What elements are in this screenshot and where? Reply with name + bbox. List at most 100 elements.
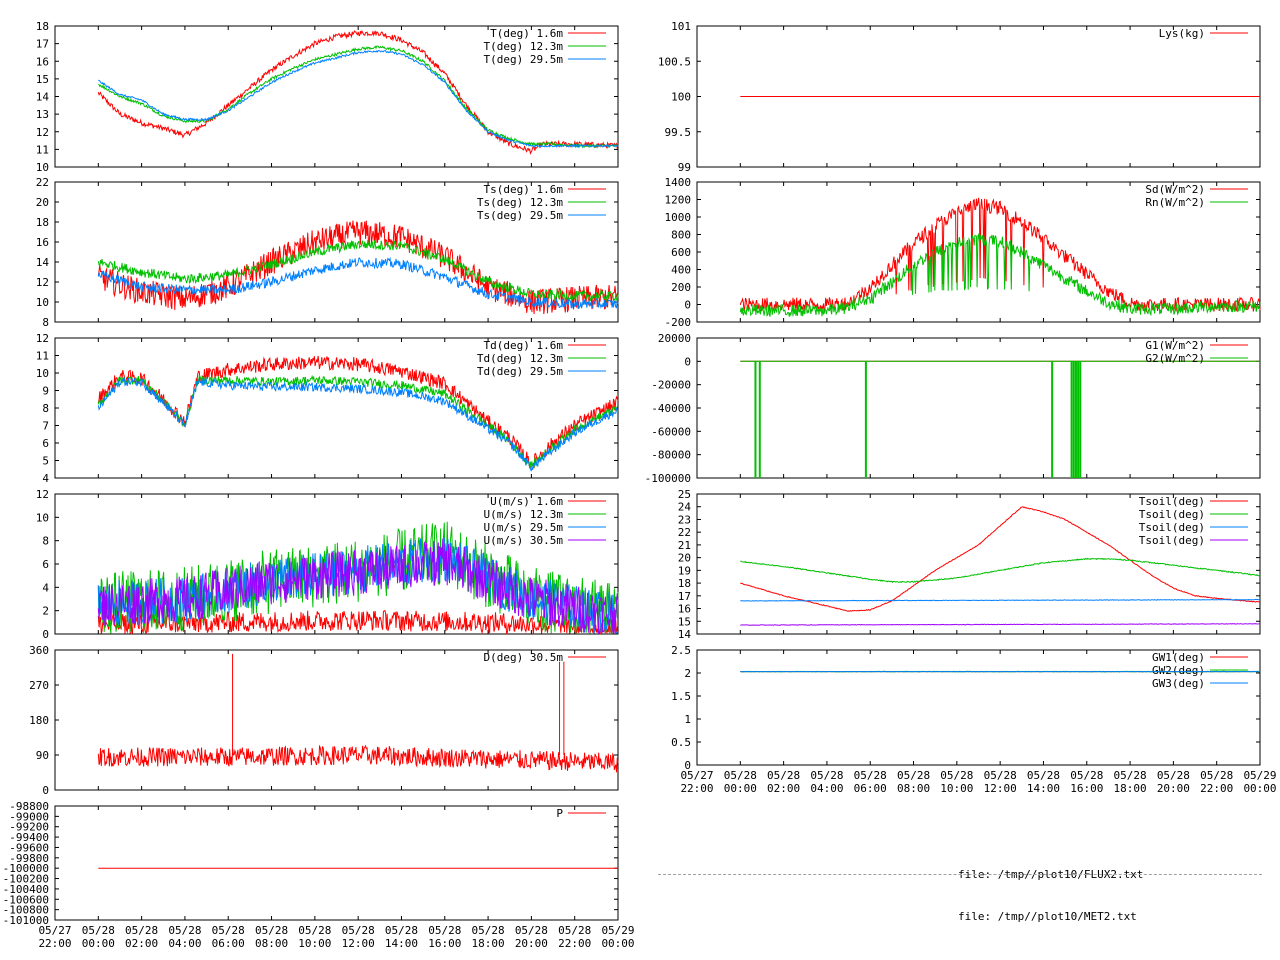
y-tick-label: 90 [36,749,49,762]
y-tick-label: 800 [671,229,691,242]
series-line [740,598,1261,602]
panel-tsoil: 141516171819202122232425Tsoil(deg)Tsoil(… [678,488,1261,641]
x-tick-label: 05/28 [1200,769,1233,782]
x-tick-label: 02:00 [767,782,800,795]
x-tick-label: 16:00 [428,937,461,950]
y-tick-label: 25 [678,488,691,501]
x-tick-label: 00:00 [1243,782,1276,795]
x-tick-label: 04:00 [810,782,843,795]
y-tick-label: 8 [42,402,49,415]
x-tick-label: 05/28 [724,769,757,782]
y-tick-label: 6 [42,558,49,571]
y-tick-label: 16 [36,55,49,68]
series-line [740,506,1260,612]
y-tick-label: 600 [671,246,691,259]
y-tick-label: 8 [42,316,49,329]
y-tick-label: 16 [36,236,49,249]
y-tick-label: 10 [36,367,49,380]
y-tick-label: 18 [678,577,691,590]
x-tick-label: 05/28 [767,769,800,782]
y-tick-label: 99.5 [665,126,692,139]
x-tick-label: 10:00 [298,937,331,950]
y-tick-label: 200 [671,281,691,294]
x-tick-label: 05/28 [472,924,505,937]
y-tick-label: 22 [36,176,49,189]
x-tick-label: 08:00 [255,937,288,950]
y-tick-label: 20000 [658,332,691,345]
y-tick-label: -99200 [9,821,49,834]
y-tick-label: -98800 [9,800,49,813]
legend-label: U(m/s) 1.6m [490,495,563,508]
series-line [97,609,619,635]
x-tick-label: 04:00 [168,937,201,950]
y-tick-label: 0 [42,628,49,641]
y-tick-label: 100.5 [658,55,691,68]
y-tick-label: 6 [42,437,49,450]
x-tick-label: 00:00 [724,782,757,795]
panel-d: 0 90 180 270 360 D(deg) 30.5m [29,644,619,797]
legend-label: T(deg) 1.6m [490,27,563,40]
y-tick-label: 5 [42,455,49,468]
legend-label: Sd(W/m^2) [1145,183,1205,196]
x-tick-label: 05/28 [940,769,973,782]
legend-label: Ts(deg) 29.5m [477,209,563,222]
panel-frame [696,493,1261,635]
y-tick-label: 22 [678,526,691,539]
x-tick-label: 05/28 [1114,769,1147,782]
x-tick-label: 05/28 [897,769,930,782]
legend-label: Rn(W/m^2) [1145,196,1205,209]
y-tick-label: 17 [678,590,691,603]
legend-label: GW2(deg) [1152,664,1205,677]
panel-frame [54,805,619,921]
y-tick-label: 12 [36,276,49,289]
y-tick-label: 10 [36,296,49,309]
series-line [740,557,1261,584]
x-tick-label: 05/28 [385,924,418,937]
legend-label: T(deg) 29.5m [484,53,564,66]
y-tick-label: 10 [36,511,49,524]
legend-label: Td(deg) 1.6m [484,339,564,352]
file-line-flux: file: /tmp//plot10/FLUX2.txt [958,868,1144,881]
x-tick-label: 18:00 [1114,782,1147,795]
y-tick-label: -100600 [3,893,49,906]
y-tick-label: 17 [36,38,49,51]
file-line-met: file: /tmp//plot10/MET2.txt [958,910,1137,923]
legend-label: Tsoil(deg) [1139,495,1205,508]
x-tick-label: 02:00 [125,937,158,950]
series-line [740,623,1261,626]
x-tick-label: 08:00 [897,782,930,795]
y-tick-label: -99000 [9,810,49,823]
x-tick-label: 05/28 [82,924,115,937]
legend-label: Tsoil(deg) [1139,534,1205,547]
file-info: file: /tmp//plot10/FLUX2.txt file: /tmp/… [958,840,1143,938]
y-tick-label: 180 [29,714,49,727]
x-tick-label: 05/28 [515,924,548,937]
y-tick-label: -99400 [9,831,49,844]
y-tick-label: 11 [36,143,49,156]
y-tick-label: 13 [36,108,49,121]
panel-t: 10 11 12 13 14 15 16 17 18 T(deg) 1.6mT(deg) 12.3… [36,20,619,174]
legend-label: Ts(deg) 12.3m [477,196,563,209]
x-tick-label: 05/28 [984,769,1017,782]
legend-label: Lys(kg) [1159,27,1205,40]
series-line [97,374,619,469]
y-tick-label: -200 [665,316,692,329]
y-tick-label: -80000 [651,449,691,462]
y-tick-label: 1.5 [671,690,691,703]
legend-label: U(m/s) 29.5m [484,521,564,534]
legend-label: P [556,807,563,820]
legend-label: Tsoil(deg) [1139,508,1205,521]
y-tick-label: 7 [42,420,49,433]
y-tick-label: 11 [36,350,49,363]
legend-label: T(deg) 12.3m [484,40,564,53]
x-tick-label: 05/28 [1070,769,1103,782]
y-tick-label: 270 [29,679,49,692]
x-tick-label: 06:00 [212,937,245,950]
x-tick-label: 05/27 [38,924,71,937]
x-tick-label: 05/28 [342,924,375,937]
y-tick-label: 15 [36,73,49,86]
y-tick-label: 12 [36,332,49,345]
y-tick-label: 21 [678,539,691,552]
separator-line [658,874,1262,875]
